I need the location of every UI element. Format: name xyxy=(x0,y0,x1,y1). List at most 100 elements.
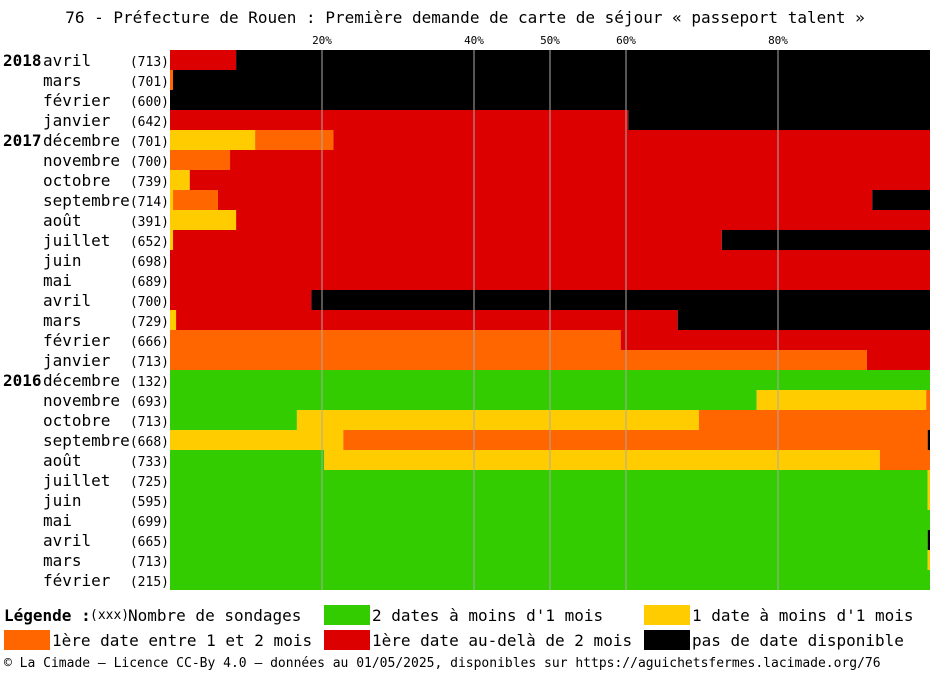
bar-segment-yellow xyxy=(170,130,256,150)
survey-count: (733) xyxy=(130,455,169,470)
bar-segment-red xyxy=(230,150,930,170)
survey-count: (665) xyxy=(130,535,169,550)
month-label: octobre xyxy=(43,171,110,190)
bar-segment-green xyxy=(170,390,757,410)
survey-count: (215) xyxy=(130,575,169,590)
survey-count: (713) xyxy=(130,555,169,570)
bar-segment-red xyxy=(189,170,930,190)
x-tick-label: 80% xyxy=(768,34,788,47)
month-label: avril xyxy=(43,291,91,310)
month-label: avril xyxy=(43,531,91,550)
survey-count: (666) xyxy=(130,335,169,350)
month-label: mars xyxy=(43,311,82,330)
survey-count: (595) xyxy=(130,495,169,510)
survey-count: (689) xyxy=(130,275,169,290)
survey-count: (729) xyxy=(130,315,169,330)
bar-segment-yellow xyxy=(324,450,880,470)
bar-segment-red xyxy=(176,310,678,330)
bar-segment-orange xyxy=(170,330,621,350)
survey-count: (725) xyxy=(130,475,169,490)
bar-segment-black xyxy=(236,50,930,70)
survey-count: (693) xyxy=(130,395,169,410)
survey-count: (700) xyxy=(130,295,169,310)
bar-segment-yellow xyxy=(170,310,177,330)
legend: Légende : (xxx) Nombre de sondages 2 dat… xyxy=(0,604,930,656)
month-label: septembre xyxy=(43,431,130,450)
month-label: février xyxy=(43,571,111,590)
legend-title: Légende : xyxy=(4,606,91,625)
bar-segment-yellow xyxy=(170,190,174,210)
bar-segment-orange xyxy=(926,390,930,410)
month-label: mars xyxy=(43,71,82,90)
bar-segment-green xyxy=(170,470,928,490)
bar-segment-green xyxy=(170,530,928,550)
year-label: 2016 xyxy=(3,371,42,390)
survey-count: (713) xyxy=(130,415,169,430)
month-label: décembre xyxy=(43,131,120,150)
survey-count: (713) xyxy=(130,355,169,370)
bar-segment-black xyxy=(311,290,930,310)
bar-segment-yellow xyxy=(927,550,930,570)
survey-count: (132) xyxy=(130,375,169,390)
month-label: octobre xyxy=(43,411,110,430)
bar-segment-red xyxy=(620,330,930,350)
legend-count-symbol: (xxx) xyxy=(90,608,130,623)
bar-segment-yellow xyxy=(170,170,190,190)
x-tick-label: 40% xyxy=(464,34,484,47)
year-label: 2017 xyxy=(3,131,42,150)
month-label: novembre xyxy=(43,391,120,410)
bar-segment-yellow xyxy=(927,490,930,510)
x-tick-label: 20% xyxy=(312,34,332,47)
legend-label-black: pas de date disponible xyxy=(692,631,904,650)
legend-swatch-yellow xyxy=(644,605,690,625)
month-label: juillet xyxy=(43,231,110,250)
survey-count: (698) xyxy=(130,255,169,270)
month-label: mars xyxy=(43,551,82,570)
bar-segment-black xyxy=(927,430,930,450)
bar-segment-red xyxy=(170,50,237,70)
survey-count: (642) xyxy=(130,115,169,130)
month-label: août xyxy=(43,451,82,470)
survey-count: (391) xyxy=(130,215,169,230)
bar-segment-black xyxy=(872,190,930,210)
bar-segment-yellow xyxy=(170,430,344,450)
month-label: janvier xyxy=(43,111,111,130)
legend-label-red: 1ère date au-delà de 2 mois xyxy=(372,631,633,650)
survey-count: (668) xyxy=(130,435,169,450)
bar-segment-yellow xyxy=(170,210,237,230)
legend-swatch-red xyxy=(324,630,370,650)
survey-count: (699) xyxy=(130,515,169,530)
bar-segment-black xyxy=(677,310,930,330)
bar-segment-orange xyxy=(343,430,928,450)
bar-segment-red xyxy=(173,230,722,250)
legend-swatch-green xyxy=(324,605,370,625)
bar-segment-orange xyxy=(170,350,867,370)
bar-segment-black xyxy=(173,70,930,90)
bar-segment-red xyxy=(236,210,930,230)
survey-count: (714) xyxy=(130,195,169,210)
bar-segment-black xyxy=(628,110,930,130)
survey-count: (652) xyxy=(130,235,169,250)
year-label: 2018 xyxy=(3,51,42,70)
month-label: juin xyxy=(43,491,82,510)
bar-segment-green xyxy=(170,410,297,430)
bar-segment-green xyxy=(170,450,325,470)
month-label: février xyxy=(43,91,111,110)
bar-segment-yellow xyxy=(170,230,174,250)
month-label: juin xyxy=(43,251,82,270)
month-label: janvier xyxy=(43,351,111,370)
bar-segment-yellow xyxy=(756,390,927,410)
month-label: mai xyxy=(43,271,72,290)
legend-label-green: 2 dates à moins d'1 mois xyxy=(372,606,604,625)
bar-segment-red xyxy=(170,290,312,310)
x-tick-label: 50% xyxy=(540,34,560,47)
bar-segment-orange xyxy=(170,150,231,170)
bar-segment-red xyxy=(217,190,873,210)
survey-count: (700) xyxy=(130,155,169,170)
chart-title: 76 - Préfecture de Rouen : Première dema… xyxy=(65,8,865,27)
legend-swatch-orange xyxy=(4,630,50,650)
survey-count: (701) xyxy=(130,75,169,90)
bar-segment-yellow xyxy=(296,410,699,430)
bar-segment-orange xyxy=(170,70,174,90)
bar-segment-black xyxy=(721,230,930,250)
